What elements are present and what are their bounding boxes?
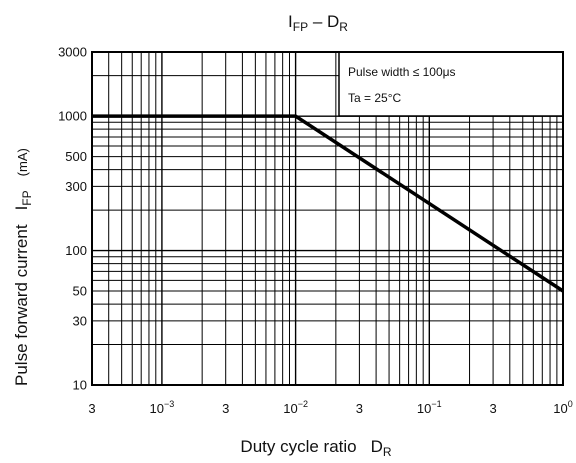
y-tick-label: 500 — [65, 149, 87, 164]
chart-title: IFP – DR — [288, 12, 348, 34]
y-tick-label: 50 — [73, 284, 87, 299]
x-tick-label: 3 — [222, 401, 229, 416]
y-axis-label: Pulse forward current IFP (mA) — [12, 148, 34, 386]
grid — [92, 52, 563, 385]
x-tick-label: 10−3 — [150, 399, 175, 416]
y-axis-label-text: Pulse forward current — [12, 224, 31, 386]
x-axis-label-text: Duty cycle ratio — [240, 437, 356, 456]
x-axis-label-sub: R — [383, 445, 392, 459]
annotation-temperature: Ta = 25°C — [348, 91, 401, 105]
y-tick-label: 30 — [73, 313, 87, 328]
title-right: D — [327, 12, 339, 31]
title-main-sub: FP — [293, 20, 308, 34]
x-tick-label: 10−2 — [283, 399, 308, 416]
x-axis-label: Duty cycle ratio DR — [240, 437, 391, 459]
title-separator: – — [308, 12, 327, 31]
annotation-pulse-width: Pulse width ≤ 100μs — [348, 65, 456, 79]
x-tick-label: 10−1 — [417, 399, 442, 416]
y-tick-label: 3000 — [58, 45, 87, 60]
y-tick-label: 300 — [65, 179, 87, 194]
y-axis-unit: (mA) — [15, 148, 30, 176]
title-main: I — [288, 12, 293, 31]
x-axis-label-symbol: D — [371, 437, 383, 456]
y-tick-labels: 10 30 50 100 300 500 1000 3000 — [58, 45, 87, 393]
x-tick-label: 3 — [489, 401, 496, 416]
title-right-sub: R — [339, 20, 348, 34]
plot-frame — [91, 51, 564, 386]
y-axis-label-symbol: I — [12, 206, 31, 211]
x-tick-labels: 3 10−3 3 10−2 3 10−1 3 100 — [88, 399, 572, 416]
x-tick-label: 3 — [88, 401, 95, 416]
y-tick-label: 10 — [73, 378, 87, 393]
x-tick-label: 100 — [553, 399, 572, 416]
series-line — [92, 114, 564, 293]
y-tick-label: 100 — [65, 243, 87, 258]
x-tick-label: 3 — [356, 401, 363, 416]
y-tick-label: 1000 — [58, 109, 87, 124]
y-axis-label-sub: FP — [20, 190, 34, 205]
annotation-frame — [338, 51, 564, 117]
annotation-box: Pulse width ≤ 100μs Ta = 25°C — [338, 51, 564, 117]
